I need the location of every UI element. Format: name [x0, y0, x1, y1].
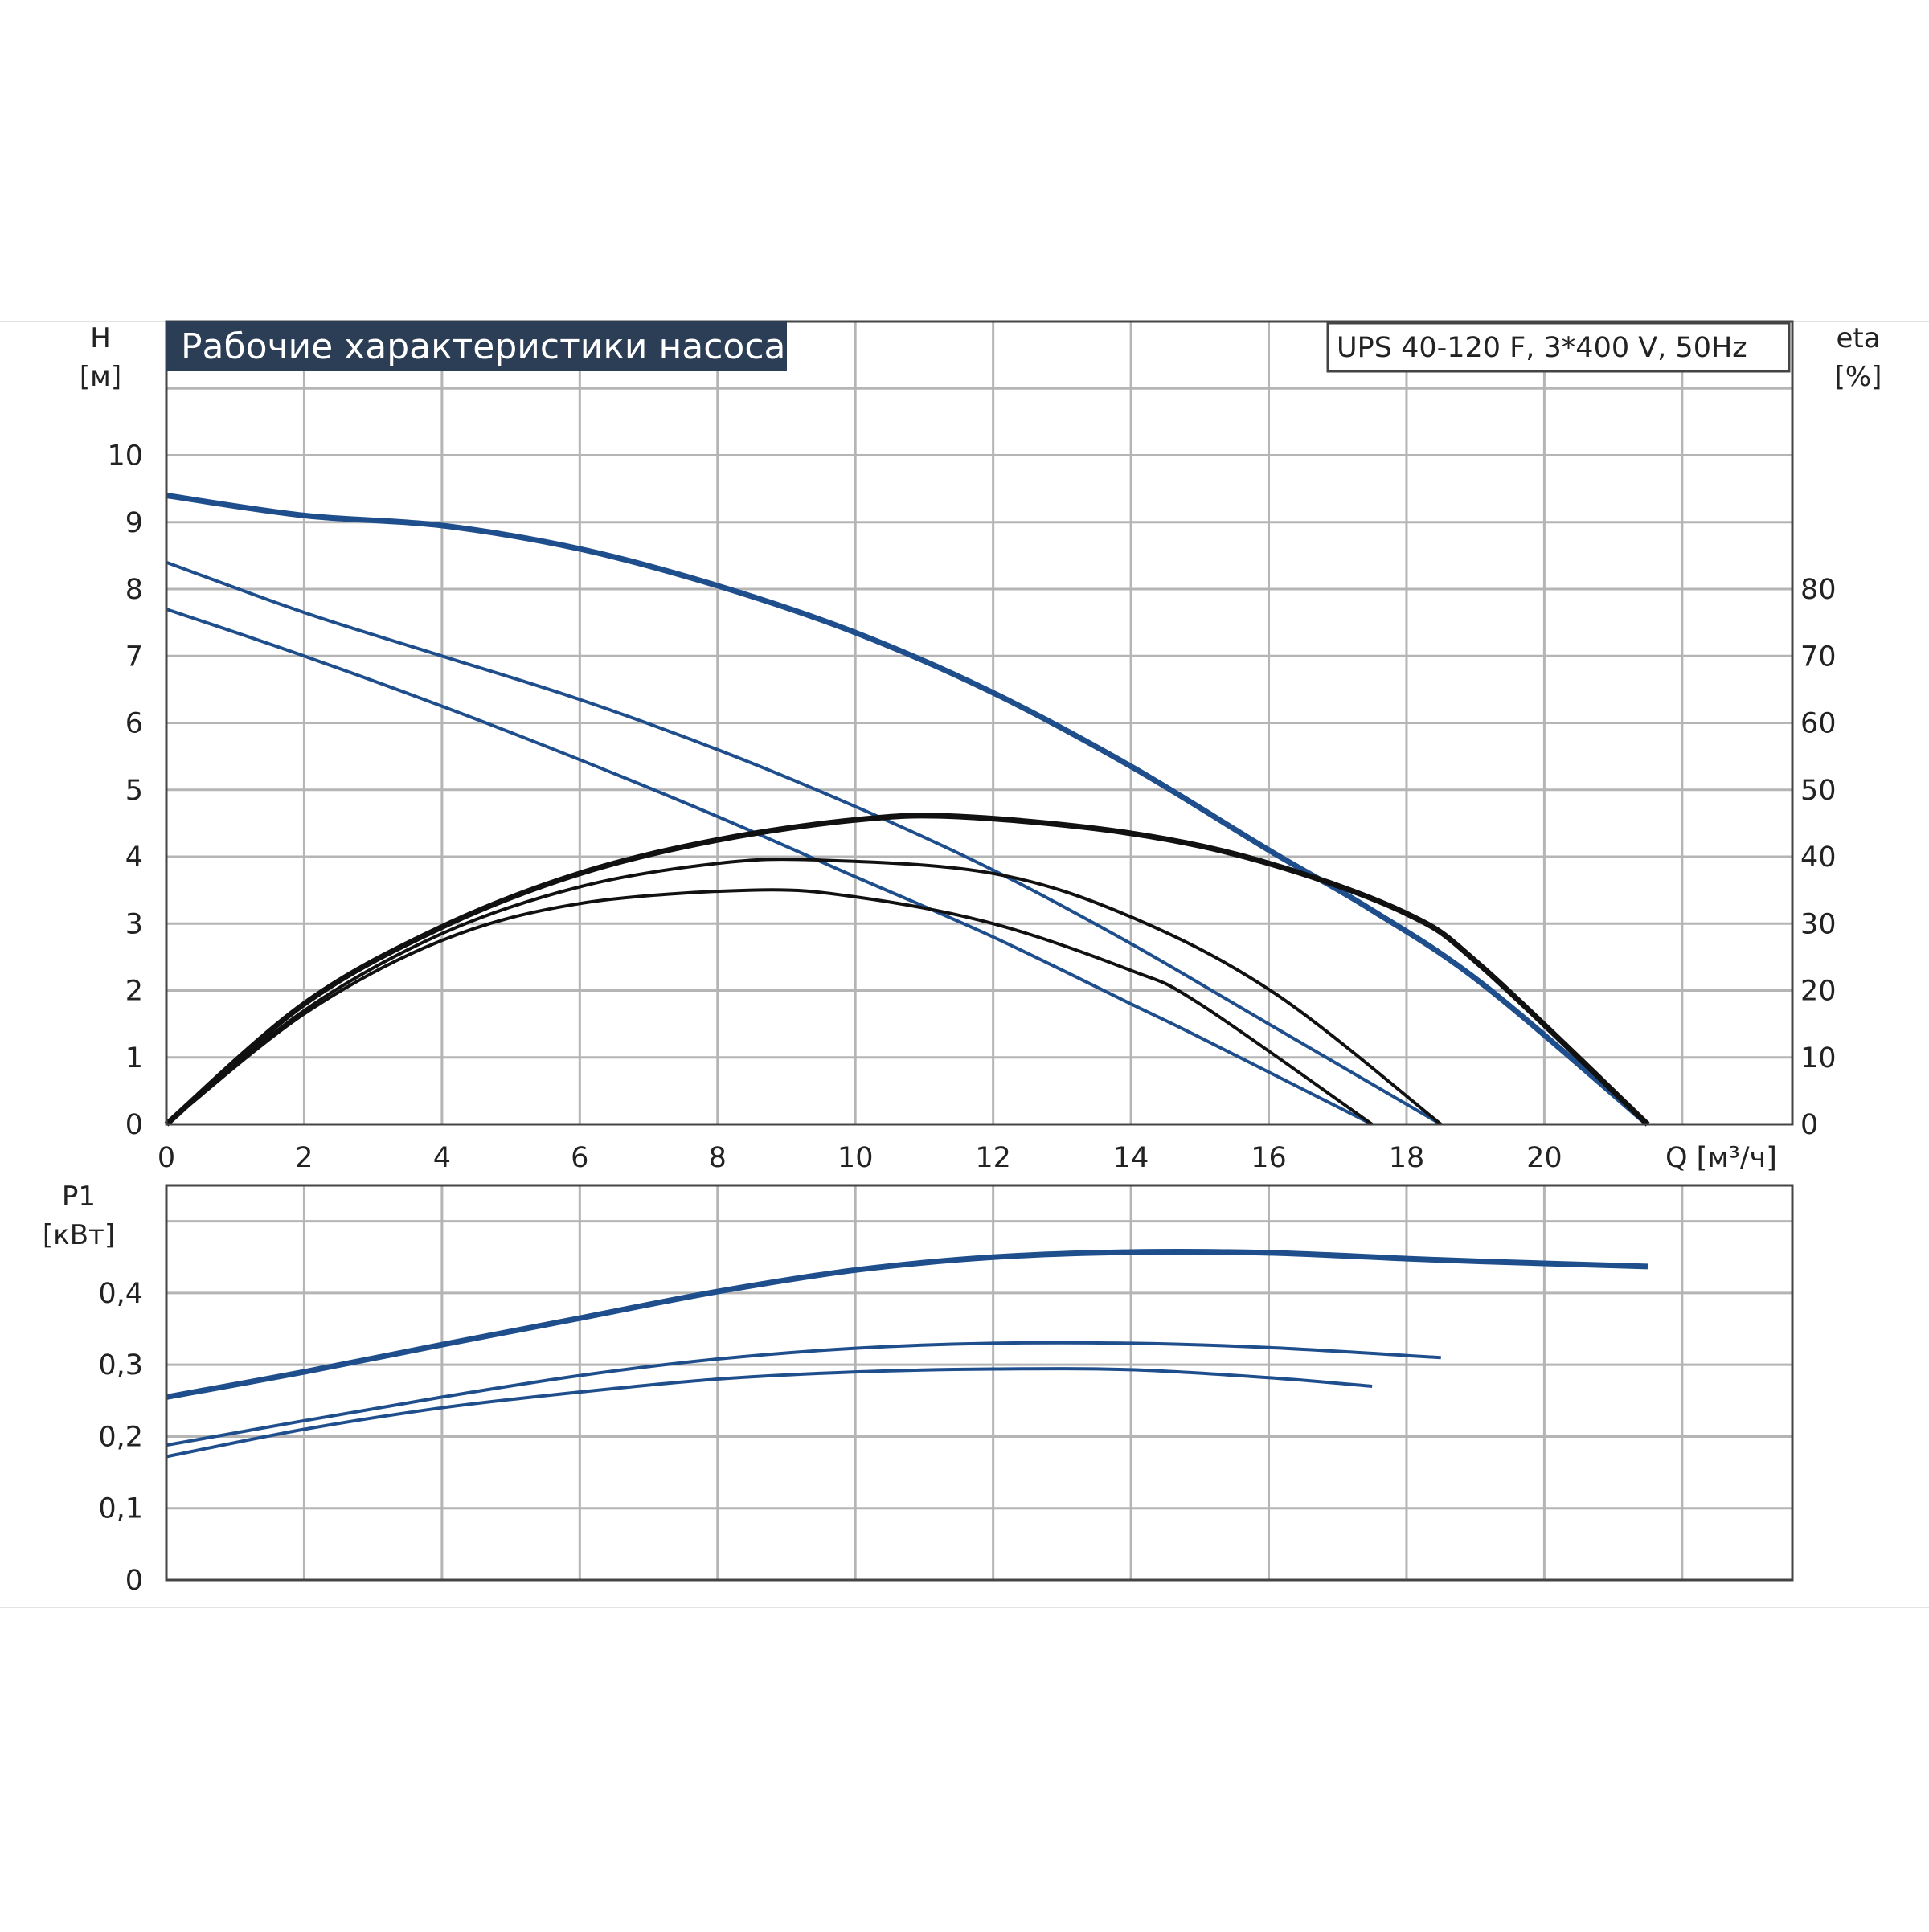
x-tick-label: 18: [1389, 1142, 1425, 1174]
efficiency-curve-1: [164, 813, 1650, 1127]
y-left-tick-label: 7: [125, 641, 143, 673]
x-tick-label: 2: [295, 1142, 313, 1174]
x-axis-label: Q [м³/ч]: [1665, 1142, 1777, 1174]
x-tick-label: 6: [571, 1142, 588, 1174]
y-right-axis-unit: [%]: [1835, 361, 1882, 393]
power-axis-unit: [кВт]: [43, 1219, 115, 1251]
y-left-axis-unit: [м]: [80, 361, 121, 393]
x-tick-label: 10: [838, 1142, 874, 1174]
labels-layer: 0 2 4 6 8 10 12 14 16 18 2001234567891001020304050…: [98, 440, 1836, 1598]
efficiency-curve-3: [165, 888, 1374, 1126]
power-tick-label: 0,2: [98, 1421, 143, 1453]
y-left-tick-label: 9: [125, 507, 143, 539]
curves-layer: [164, 493, 1650, 1459]
head-curve-2: [166, 560, 1442, 1126]
y-right-tick-label: 0: [1800, 1109, 1818, 1141]
y-left-tick-label: 0: [125, 1109, 143, 1141]
x-tick-label: 4: [433, 1142, 451, 1174]
x-tick-label: 0: [158, 1142, 175, 1174]
efficiency-curve-2: [165, 858, 1443, 1126]
x-tick-label: 20: [1526, 1142, 1562, 1174]
power-axis-name: P1: [62, 1181, 96, 1213]
x-tick-label: 14: [1113, 1142, 1149, 1174]
title-background: [166, 321, 787, 371]
y-left-tick-label: 3: [125, 908, 143, 940]
head-curve-3: [166, 608, 1374, 1126]
y-left-tick-label: 1: [125, 1042, 143, 1074]
y-right-tick-label: 60: [1800, 708, 1837, 740]
power-curve-2: [166, 1341, 1441, 1447]
y-right-tick-label: 80: [1800, 574, 1837, 606]
top-plot-frame: [165, 320, 1794, 1126]
y-right-tick-label: 10: [1800, 1042, 1837, 1074]
y-right-tick-label: 70: [1800, 641, 1837, 673]
head-curve-1: [166, 493, 1650, 1127]
title-box: Рабочие характеристики насоса: [166, 321, 787, 371]
power-tick-label: 0,3: [98, 1349, 143, 1381]
power-curve-3: [166, 1367, 1373, 1459]
y-left-tick-label: 2: [125, 976, 143, 1008]
power-curve-1: [166, 1249, 1648, 1400]
power-tick-label: 0,4: [98, 1278, 143, 1310]
power-tick-label: 0,1: [98, 1493, 143, 1525]
top-grid: [166, 321, 1792, 1124]
chart-title: Рабочие характеристики насоса: [181, 326, 785, 367]
power-tick-label: 0: [125, 1565, 143, 1597]
y-left-axis-name: H: [90, 322, 111, 354]
y-left-tick-label: 8: [125, 574, 143, 606]
y-left-tick-label: 4: [125, 841, 143, 874]
x-tick-label: 12: [975, 1142, 1011, 1174]
chart-subtitle: UPS 40-120 F, 3*400 V, 50Hz: [1337, 332, 1747, 364]
x-tick-label: 16: [1251, 1142, 1287, 1174]
model-box-border: [1326, 321, 1791, 373]
y-right-tick-label: 50: [1800, 775, 1837, 807]
y-right-tick-label: 30: [1800, 908, 1837, 940]
y-right-tick-label: 40: [1800, 841, 1837, 874]
model-box: UPS 40-120 F, 3*400 V, 50Hz: [1326, 321, 1791, 373]
y-left-tick-label: 5: [125, 775, 143, 807]
x-tick-label: 8: [709, 1142, 727, 1174]
y-right-tick-label: 20: [1800, 976, 1837, 1008]
bottom-plot-frame: [165, 1184, 1794, 1582]
y-right-axis-name: eta: [1836, 322, 1880, 354]
bottom-grid: [166, 1185, 1792, 1580]
y-left-tick-label: 10: [107, 440, 143, 473]
y-left-tick-label: 6: [125, 708, 143, 740]
